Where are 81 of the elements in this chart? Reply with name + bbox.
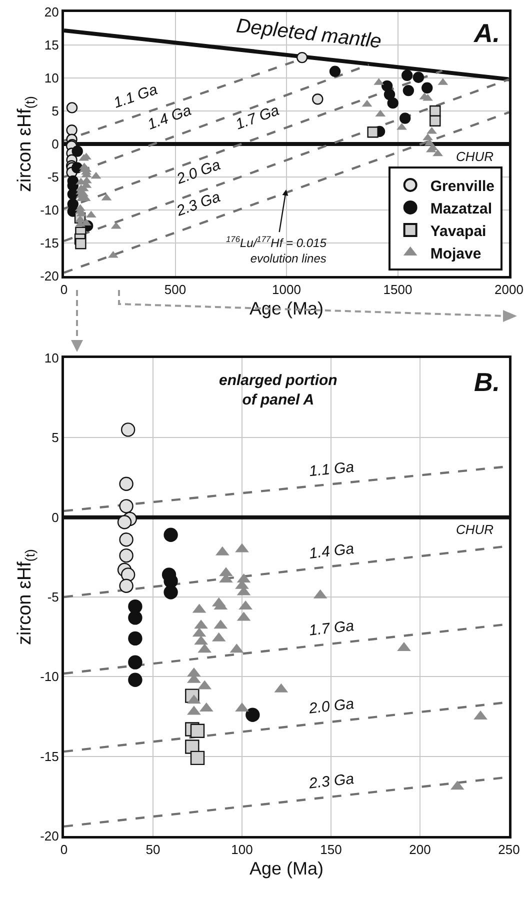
x-tick-label: 100	[231, 842, 253, 858]
point	[120, 422, 136, 437]
x-tick-label: 150	[320, 842, 342, 858]
legend-label: Yavapai	[430, 222, 486, 240]
x-tick-label: 200	[409, 842, 431, 858]
point	[128, 610, 142, 625]
point	[128, 672, 142, 687]
point	[387, 97, 398, 109]
annotation: $^{176}$Lu/$^{177}$Hf = 0.015 evolution lines	[226, 234, 327, 266]
text: Depleted mantle	[235, 15, 382, 53]
point	[296, 52, 308, 64]
point	[246, 708, 260, 722]
y-tick-label: -15	[40, 236, 59, 251]
point	[164, 528, 178, 542]
point	[312, 94, 324, 105]
text: 2.3 Ga	[307, 770, 355, 792]
point	[119, 476, 134, 491]
point	[119, 532, 134, 547]
x-tick-label: 250	[498, 842, 520, 858]
point	[399, 112, 411, 124]
x-tick-label: 1000	[272, 282, 301, 298]
text: 1.7 Ga	[308, 618, 355, 640]
legend-label: Grenville	[430, 178, 495, 195]
series-label: CHUR	[456, 149, 494, 164]
y-tick-label: 15	[44, 38, 59, 53]
text: 1.7 Ga	[233, 102, 282, 134]
point	[367, 126, 378, 138]
point	[119, 578, 134, 593]
series-label: CHUR	[456, 522, 494, 537]
x-tick-label: 500	[164, 282, 186, 298]
y-tick-label: -20	[40, 268, 59, 284]
point	[72, 146, 83, 157]
point	[119, 499, 134, 514]
annotation: enlarged portion of panel A	[219, 372, 338, 408]
point	[329, 66, 341, 77]
legend-label: Mojave	[430, 245, 482, 262]
y-tick-label: -10	[40, 669, 59, 684]
y-tick-label: 10	[44, 350, 59, 366]
point	[432, 149, 443, 156]
point	[128, 631, 142, 646]
text: 2.0 Ga	[174, 156, 223, 188]
point	[190, 724, 205, 738]
point	[422, 94, 433, 101]
x-axis-title: Age (Ma)	[249, 858, 324, 878]
annotation: B.	[474, 367, 500, 397]
y-tick-label: -5	[47, 590, 59, 605]
point	[402, 84, 414, 96]
y-tick-label: -20	[40, 828, 59, 844]
point	[430, 115, 441, 126]
point	[75, 238, 86, 250]
text: 1.1 Ga	[308, 458, 355, 480]
x-tick-label: 2000	[494, 282, 524, 298]
x-tick-label: 50	[146, 842, 160, 858]
y-tick-label: 0	[52, 136, 59, 152]
y-tick-label: 5	[52, 104, 59, 119]
text: 2.0 Ga	[307, 696, 355, 718]
point	[412, 72, 424, 83]
point	[66, 102, 78, 114]
annotation: A.	[473, 18, 500, 48]
x-tick-label: 1500	[383, 282, 412, 298]
text: 1.4 Ga	[308, 540, 355, 562]
point	[119, 548, 134, 563]
point	[190, 750, 205, 766]
point	[128, 655, 142, 670]
y-tick-label: 0	[52, 510, 59, 525]
y-tick-label: 10	[44, 70, 59, 86]
point	[117, 515, 132, 530]
text: 2.3 Ga	[174, 188, 223, 220]
y-tick-label: -15	[40, 748, 59, 764]
point	[164, 585, 178, 600]
y-tick-label: -5	[47, 170, 59, 185]
point	[66, 124, 78, 136]
point	[402, 70, 413, 81]
y-tick-label: 5	[52, 430, 59, 446]
legend-label: Mazatzal	[430, 200, 492, 218]
point	[384, 88, 396, 100]
y-tick-label: 20	[44, 4, 59, 20]
point	[422, 82, 433, 94]
point	[120, 568, 136, 582]
point	[426, 126, 437, 134]
y-tick-label: -10	[40, 202, 59, 218]
